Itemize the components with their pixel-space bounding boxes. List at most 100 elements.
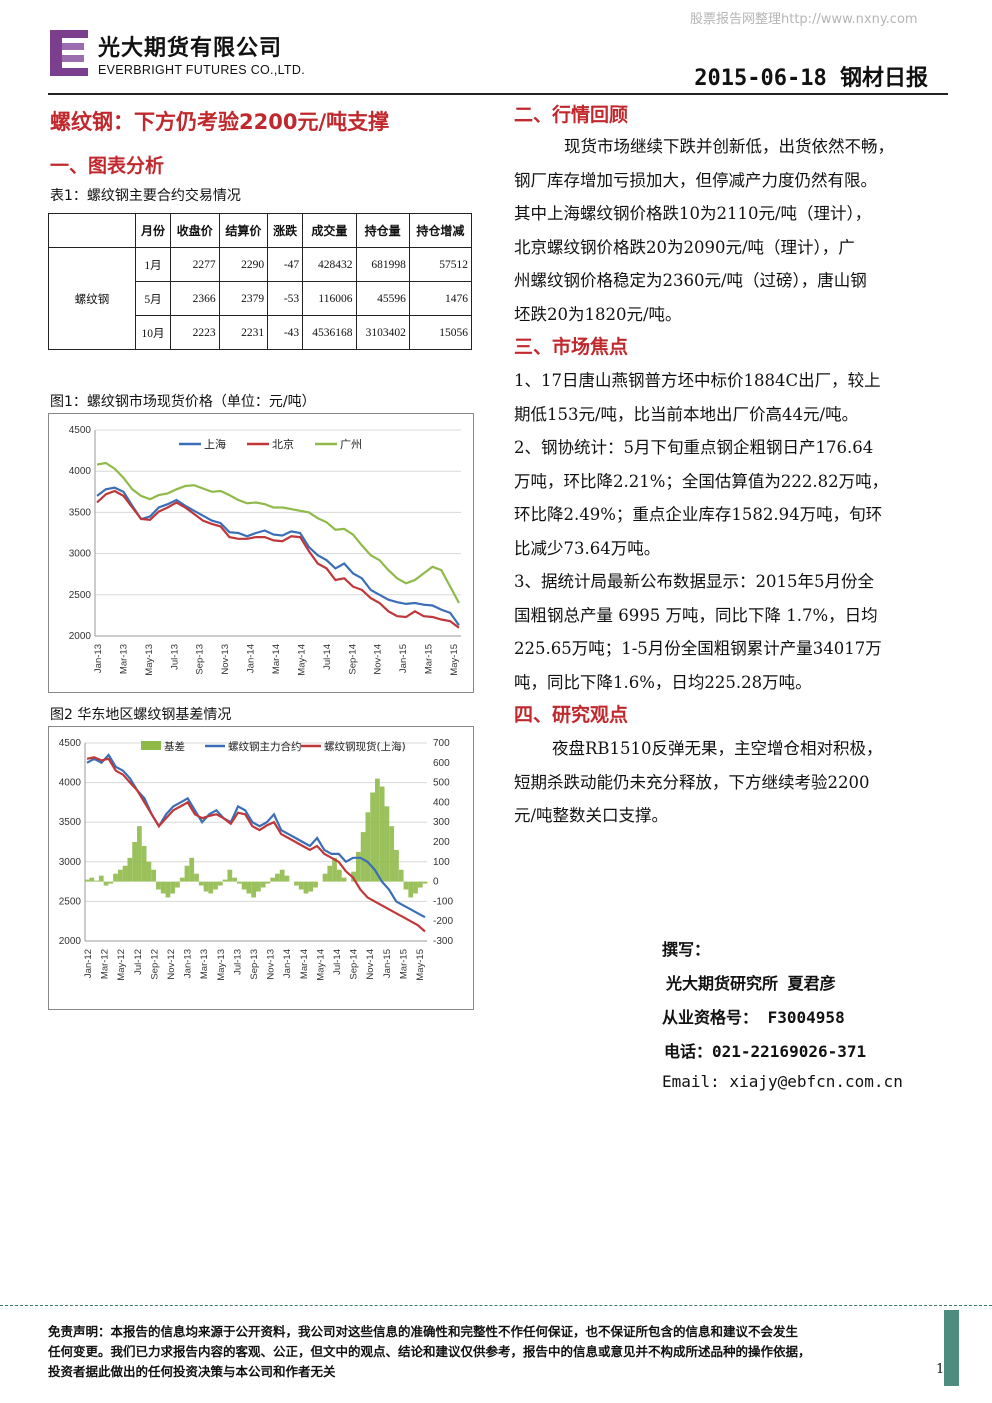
basis-bar [270, 877, 276, 882]
basis-bar [89, 877, 95, 882]
x-tick-label: Mar-13 [118, 644, 129, 674]
basis-bar [256, 881, 261, 892]
basis-bar [117, 869, 123, 882]
basis-bar [298, 881, 304, 890]
basis-bar [327, 865, 333, 882]
text-line: 北京螺纹钢价格跌20为2090元/吨（理计），广 [514, 237, 855, 257]
y-tick-label: 4500 [69, 425, 92, 436]
basis-bar [132, 842, 137, 882]
x-tick-label: Jan-13 [183, 949, 194, 978]
y2-tick-label: 300 [433, 817, 450, 828]
table-cell: -53 [267, 281, 304, 316]
x-tick-label: Sep-12 [149, 949, 160, 980]
x-tick-label: Jul-14 [322, 644, 333, 670]
research-view-text: 夜盘RB1510反弹无果，主空增仓相对积极， 短期杀跌动能仍未充分释放，下方继续… [514, 732, 944, 833]
table-cell: 4536168 [302, 315, 357, 350]
basis-bar [384, 806, 390, 882]
basis-bar [151, 869, 157, 882]
series-line [96, 486, 460, 626]
x-tick-label: Mar-13 [199, 949, 210, 979]
text-line: 现货市场继续下跌并创新低，出货依然不畅， [564, 137, 894, 156]
table-cell: 681998 [355, 247, 410, 282]
basis-bar [370, 792, 376, 882]
text-line: 州螺纹钢价格稳定为2360元/吨（过磅），唐山钢 [514, 271, 867, 290]
basis-bar [241, 881, 247, 890]
basis-bar [108, 881, 114, 884]
legend-label: 上海 [204, 437, 226, 451]
x-tick-label: Sep-14 [347, 644, 358, 675]
figure1-caption: 图1：螺纹钢市场现货价格（单位：元/吨） [50, 394, 316, 410]
contracts-table: 月份 收盘价 结算价 涨跌 成交量 持仓量 持仓增减 螺纹钢 1月 2277 2… [48, 213, 473, 350]
x-tick-label: Jan-12 [83, 949, 94, 978]
basis-bar [189, 857, 195, 882]
basis-bar [394, 849, 399, 882]
x-tick-label: Mar-15 [398, 949, 409, 979]
author-label: 撰写： [662, 940, 711, 959]
company-logo-icon [50, 30, 90, 76]
table-cell: 2231 [218, 315, 269, 350]
table-cell: 57512 [408, 247, 473, 282]
basis-bar [389, 826, 395, 882]
author-email: Email: xiajy@ebfcn.com.cn [662, 1072, 903, 1091]
text-line: 1、17日唐山燕钢普方坯中标价1884C出厂，较上 [514, 371, 881, 390]
y-tick-label: 2000 [59, 936, 82, 947]
table-header-row: 月份 收盘价 结算价 涨跌 成交量 持仓量 持仓增减 [48, 213, 473, 248]
basis-bar [170, 881, 176, 894]
y-tick-label: 3000 [59, 857, 82, 868]
basis-bar [322, 873, 328, 882]
page-number: 1 [936, 1362, 945, 1377]
text-line: 环比降2.49%；重点企业库存1582.94万吨，旬环 [514, 505, 883, 524]
x-tick-label: Nov-13 [266, 949, 277, 980]
table-header-cell: 涨跌 [267, 213, 304, 248]
x-tick-label: Jul-12 [133, 949, 144, 975]
disclaimer: 免责声明：本报告的信息均来源于公开资料，我公司对这些信息的准确性和完整性不作任何… [48, 1322, 948, 1382]
author-license: 从业资格号： F3004958 [662, 1008, 845, 1027]
x-tick-label: Mar-14 [271, 644, 282, 674]
basis-bar [355, 851, 361, 882]
table-row: 10月 2223 2231 -43 4536168 3103402 15056 [49, 315, 473, 350]
series-line [86, 756, 426, 933]
basis-bar [341, 877, 347, 882]
x-tick-label: Nov-14 [373, 644, 384, 675]
figure1-chart: 4500 4000 3500 3000 2500 2000 Jan-13 Mar-13 May-… [48, 413, 474, 693]
basis-bar [175, 881, 180, 888]
basis-bar [179, 877, 185, 882]
basis-bar [413, 881, 418, 894]
series-line [96, 461, 460, 604]
basis-bar [136, 826, 142, 882]
x-tick-label: Mar-15 [424, 644, 435, 674]
basis-bar [156, 881, 161, 890]
basis-bar [379, 786, 385, 882]
table-cell: 15056 [408, 315, 473, 350]
legend-label: 广州 [340, 438, 362, 451]
table-row: 螺纹钢 1月 2277 2290 -47 428432 681998 57512 [48, 247, 473, 350]
y2-tick-label: 600 [433, 758, 450, 769]
table-header-cell [48, 213, 136, 248]
table-cell: 2379 [218, 281, 269, 316]
basis-bar [265, 881, 271, 884]
basis-bar [275, 873, 280, 882]
report-date-title: 2015-06-18 钢材日报 [694, 66, 928, 91]
y2-tick-label: 100 [433, 857, 450, 868]
table-cell: 2366 [170, 281, 220, 316]
y2-tick-label: 500 [433, 778, 450, 789]
basis-bar [332, 857, 337, 882]
x-tick-label: May-13 [216, 949, 227, 981]
table-cell: -43 [267, 315, 304, 350]
y-tick-label: 3500 [59, 817, 82, 828]
basis-bar [251, 881, 256, 898]
footer-divider [0, 1305, 992, 1306]
x-tick-label: Sep-13 [249, 949, 260, 980]
basis-bar [360, 832, 366, 882]
y2-tick-label: 400 [433, 797, 450, 808]
company-name-en: EVERBRIGHT FUTURES CO.,LTD. [98, 63, 305, 77]
legend-swatch [141, 741, 161, 750]
x-tick-label: Jul-13 [169, 644, 180, 670]
x-tick-label: Jan-15 [398, 644, 409, 673]
legend-label: 螺纹钢主力合约 [228, 740, 302, 753]
text-line: 万吨，环比降2.21%；全国估算值为222.82万吨， [514, 471, 889, 491]
x-tick-label: Jan-15 [382, 949, 393, 978]
basis-bar [141, 845, 147, 882]
